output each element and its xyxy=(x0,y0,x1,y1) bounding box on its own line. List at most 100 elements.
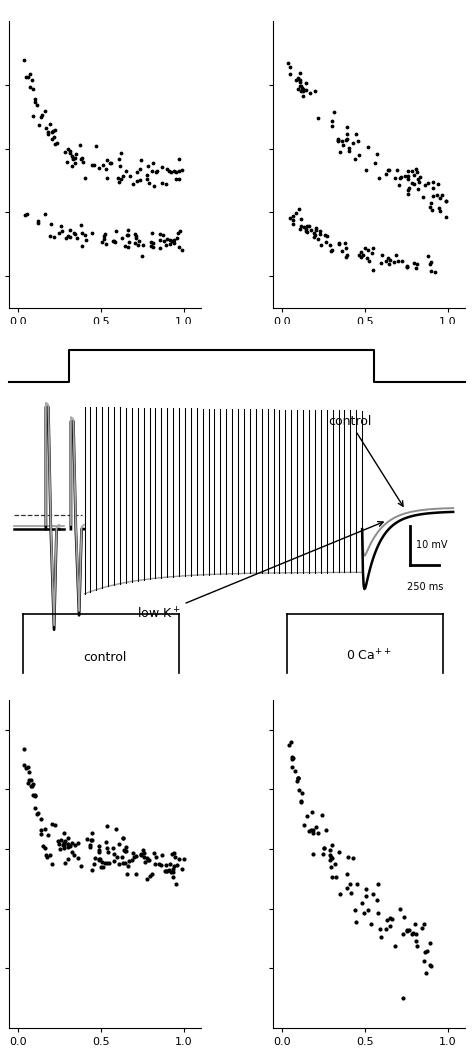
Point xyxy=(141,849,148,865)
Point xyxy=(443,193,450,210)
Point xyxy=(69,843,76,860)
Point xyxy=(137,171,144,188)
Point xyxy=(115,151,123,168)
Point xyxy=(41,821,48,838)
Point xyxy=(412,160,420,177)
Point xyxy=(418,919,426,936)
Point xyxy=(50,228,58,244)
Point xyxy=(404,181,411,198)
Point xyxy=(385,162,392,178)
Point xyxy=(163,237,170,254)
Point xyxy=(428,201,436,218)
Point xyxy=(414,180,421,197)
Point xyxy=(327,847,334,863)
Point xyxy=(171,849,179,865)
Point xyxy=(163,862,171,879)
Point xyxy=(109,232,116,249)
Point xyxy=(162,857,169,874)
Point xyxy=(31,90,38,107)
Point xyxy=(311,227,319,243)
Point xyxy=(383,252,390,269)
Point xyxy=(335,235,342,252)
Point xyxy=(435,175,442,192)
Point xyxy=(408,174,416,191)
Point xyxy=(61,854,69,871)
Point xyxy=(40,837,47,854)
Point xyxy=(334,132,342,149)
Point xyxy=(338,242,346,259)
Point xyxy=(78,150,86,167)
Point xyxy=(377,928,385,945)
Point xyxy=(383,166,390,183)
Point xyxy=(173,857,181,874)
Point xyxy=(290,215,297,232)
Point xyxy=(34,215,42,232)
Point xyxy=(107,155,114,172)
Point xyxy=(369,262,377,279)
Point xyxy=(146,174,153,191)
Point xyxy=(72,226,79,242)
Point xyxy=(326,852,334,869)
Point xyxy=(163,230,171,247)
Point xyxy=(68,148,76,165)
Point xyxy=(133,848,140,864)
Point xyxy=(118,170,125,187)
Point xyxy=(423,943,431,960)
Point xyxy=(427,255,434,272)
Point xyxy=(71,847,78,863)
Point xyxy=(74,850,82,866)
Point xyxy=(442,209,449,226)
Point xyxy=(312,221,320,238)
Point xyxy=(125,234,133,251)
Point xyxy=(343,239,350,256)
Point xyxy=(328,850,335,866)
Point xyxy=(103,840,110,857)
Point xyxy=(383,912,391,928)
Point xyxy=(153,849,160,865)
Point xyxy=(66,145,73,162)
Point xyxy=(70,224,78,241)
Point xyxy=(296,64,303,81)
Point xyxy=(369,239,376,256)
Point xyxy=(374,904,382,921)
Point xyxy=(422,965,429,982)
Point xyxy=(48,124,56,141)
Point xyxy=(66,143,73,159)
Point xyxy=(314,231,321,248)
Point xyxy=(428,254,435,271)
Point xyxy=(372,155,379,172)
Point xyxy=(115,836,122,853)
Point xyxy=(64,851,72,868)
Point xyxy=(314,110,322,127)
Point xyxy=(403,258,411,275)
Point xyxy=(392,247,400,263)
Point xyxy=(98,854,106,871)
Point xyxy=(37,109,45,126)
Point xyxy=(47,216,55,233)
Point xyxy=(82,231,90,248)
Point xyxy=(405,921,412,938)
Point xyxy=(305,218,313,235)
Point xyxy=(113,849,120,865)
Point xyxy=(140,844,148,861)
Point xyxy=(328,242,335,259)
Point xyxy=(164,160,171,177)
Point xyxy=(120,841,128,858)
Point xyxy=(115,169,122,186)
Point xyxy=(400,908,407,925)
Point xyxy=(316,226,324,242)
Point xyxy=(44,827,52,843)
Point xyxy=(57,217,65,234)
Point xyxy=(289,208,296,224)
Point xyxy=(92,138,100,155)
Point xyxy=(121,855,128,872)
Point xyxy=(166,232,174,249)
Point xyxy=(349,134,357,151)
Point xyxy=(95,843,103,860)
Point xyxy=(288,749,295,766)
Point xyxy=(143,171,151,188)
Point xyxy=(110,845,118,862)
Point xyxy=(64,228,72,244)
Point xyxy=(169,863,177,880)
Point xyxy=(64,829,72,845)
